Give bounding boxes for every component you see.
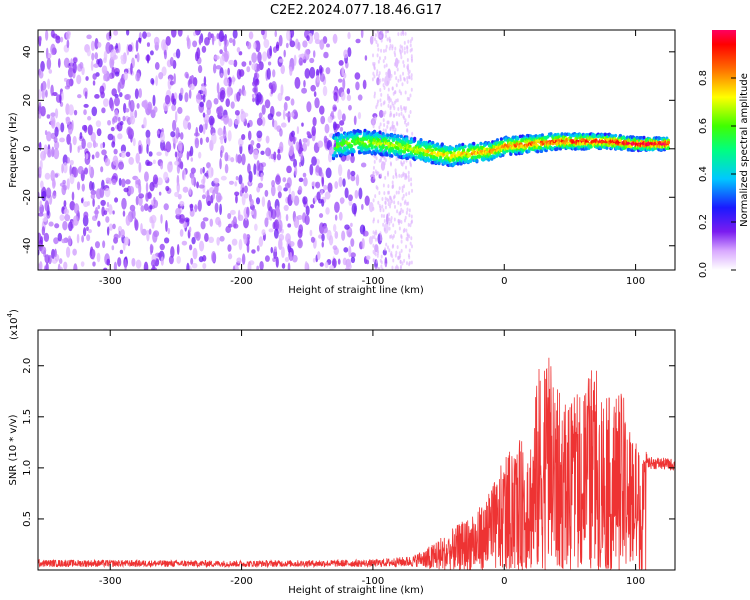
snr-scale-base: (x10 xyxy=(9,317,20,340)
x-tick-label: 0 xyxy=(501,276,507,287)
x-tick-label: -200 xyxy=(230,576,253,587)
x-tick-label: -100 xyxy=(362,276,385,287)
colorbar-gradient xyxy=(712,30,736,270)
y-tick-label: 40 xyxy=(22,45,33,58)
snr-frame xyxy=(37,329,676,571)
colorbar-tick-label: 0.6 xyxy=(698,118,709,134)
spectrogram-x-ticks: -300 -200 -100 0 100 xyxy=(99,30,645,287)
colorbar-ticks: 0.0 0.2 0.4 0.6 0.8 xyxy=(698,70,736,278)
y-tick-label: 20 xyxy=(22,94,33,107)
snr-y-label: SNR (10 * v/v) xyxy=(8,414,19,485)
colorbar-tick-label: 0.4 xyxy=(698,166,709,182)
snr-y-scale: (x104) xyxy=(6,309,20,340)
colorbar-tick-label: 0.0 xyxy=(698,262,709,278)
svg-text:(x104): (x104) xyxy=(6,309,20,340)
y-tick-label: 1.5 xyxy=(22,409,33,425)
colorbar: 0.0 0.2 0.4 0.6 0.8 Normalized spectral ampl… xyxy=(698,30,750,278)
y-tick-label: 0 xyxy=(22,146,33,152)
snr-x-ticks: -300 -200 -100 0 100 xyxy=(99,330,645,587)
x-tick-label: -300 xyxy=(99,276,122,287)
spectrogram-y-ticks: -40 -20 0 20 40 xyxy=(22,45,675,254)
spectrogram-x-label: Height of straight line (km) xyxy=(288,285,424,296)
snr-x-label: Height of straight line (km) xyxy=(288,585,424,596)
x-tick-label: -300 xyxy=(99,576,122,587)
colorbar-tick-label: 0.8 xyxy=(698,70,709,86)
colorbar-label: Normalized spectral amplitude xyxy=(739,73,750,227)
spectrogram-heatmap xyxy=(38,30,671,270)
figure-title: C2E2.2024.077.18.46.G17 xyxy=(270,3,442,18)
snr-scale-suffix: ) xyxy=(9,309,20,313)
snr-scale-exponent: 4 xyxy=(6,312,14,317)
x-tick-label: -200 xyxy=(230,276,253,287)
y-tick-label: 0.5 xyxy=(22,511,33,527)
y-tick-label: 2.0 xyxy=(22,358,33,374)
snr-panel: -300 -200 -100 0 100 0.5 1.0 1.5 2.0 Height of … xyxy=(6,309,676,596)
snr-series-line xyxy=(38,357,675,570)
snr-y-ticks: 0.5 1.0 1.5 2.0 xyxy=(22,358,675,527)
x-tick-label: 100 xyxy=(626,576,645,587)
spectrogram-frame xyxy=(37,29,676,271)
colorbar-tick-label: 0.2 xyxy=(698,214,709,230)
y-tick-label: -20 xyxy=(22,189,33,205)
y-tick-label: 1.0 xyxy=(22,460,33,476)
y-tick-label: -40 xyxy=(22,238,33,254)
x-tick-label: -100 xyxy=(362,576,385,587)
spectrogram-y-label: Frequency (Hz) xyxy=(8,112,19,188)
x-tick-label: 0 xyxy=(501,576,507,587)
x-tick-label: 100 xyxy=(626,276,645,287)
